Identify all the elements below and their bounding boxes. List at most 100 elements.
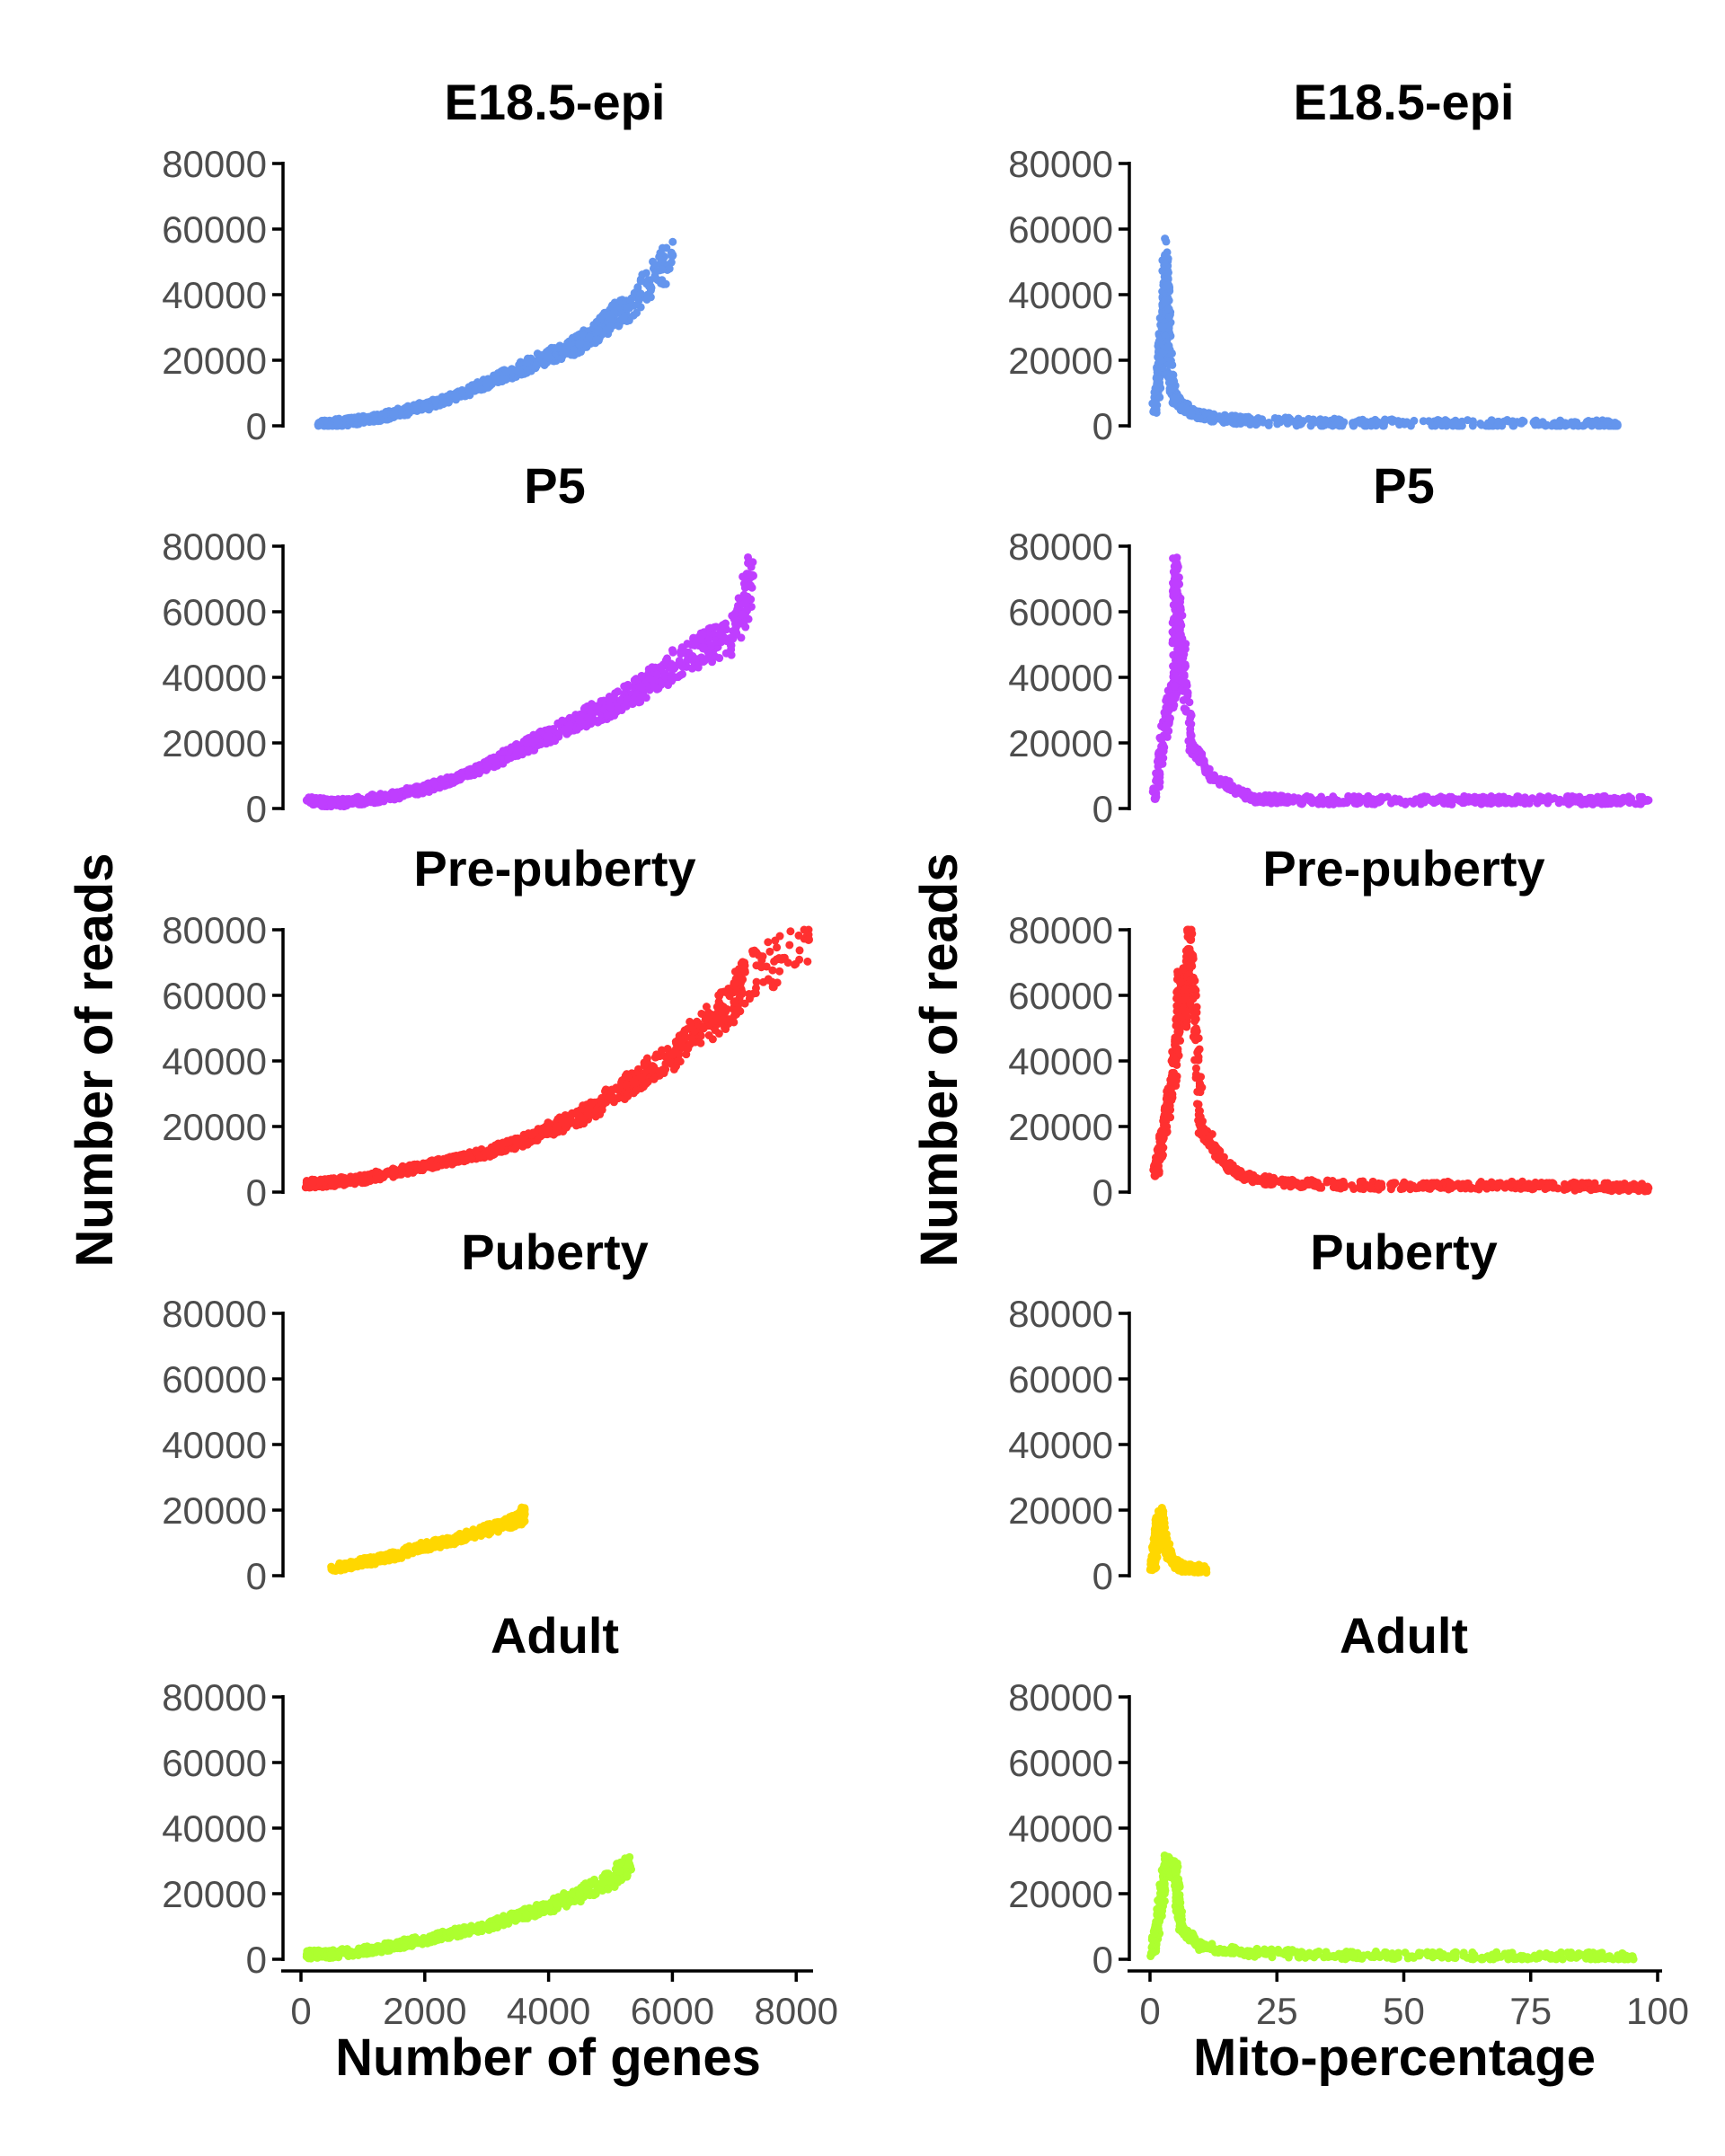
data-point — [389, 410, 399, 420]
data-point — [408, 1549, 417, 1558]
data-point — [367, 791, 376, 800]
data-point — [358, 1946, 367, 1956]
data-point — [1171, 394, 1181, 404]
data-point — [634, 296, 643, 305]
data-point — [1165, 372, 1175, 382]
data-point — [420, 784, 429, 794]
data-point — [594, 707, 603, 716]
data-point — [1224, 417, 1233, 426]
y-tick-label: 0 — [246, 405, 267, 447]
data-point — [751, 984, 760, 993]
data-point — [389, 1168, 399, 1178]
data-point — [622, 1080, 631, 1089]
data-point — [783, 959, 792, 968]
data-point — [313, 1948, 322, 1957]
data-point — [482, 1922, 491, 1931]
data-point — [1170, 681, 1179, 690]
data-point — [588, 1877, 597, 1886]
data-point — [1440, 417, 1449, 426]
y-tick-label: 60000 — [162, 591, 267, 633]
data-point — [429, 1162, 438, 1171]
data-point — [699, 658, 708, 667]
data-point — [678, 662, 687, 671]
data-point — [660, 672, 669, 681]
y-tick-label: 40000 — [162, 657, 267, 699]
data-point — [1450, 419, 1459, 429]
data-point — [775, 967, 784, 976]
data-point — [649, 257, 658, 266]
data-point — [522, 358, 531, 367]
data-point — [499, 1138, 508, 1147]
point-cloud — [314, 237, 677, 430]
data-point — [529, 1905, 538, 1914]
data-point — [431, 397, 440, 406]
data-point — [1181, 662, 1190, 671]
data-point — [775, 932, 784, 941]
data-point — [1538, 418, 1547, 427]
data-point — [698, 643, 708, 653]
data-point — [740, 999, 749, 1008]
data-point — [740, 599, 749, 608]
data-point — [544, 1902, 553, 1912]
point-cloud — [1148, 553, 1653, 808]
data-point — [1612, 420, 1622, 429]
data-point — [711, 1026, 720, 1035]
data-point — [622, 699, 631, 708]
data-point — [636, 1073, 646, 1082]
data-point — [557, 355, 566, 364]
data-point — [562, 1123, 571, 1132]
data-point — [575, 715, 585, 725]
data-point — [719, 620, 728, 629]
y-tick-label: 40000 — [162, 1807, 267, 1850]
point-cloud — [301, 925, 813, 1192]
data-point — [302, 795, 312, 805]
data-point — [451, 392, 461, 402]
data-point — [491, 757, 500, 766]
data-point — [637, 671, 646, 680]
data-point — [1161, 262, 1170, 271]
data-point — [434, 1929, 443, 1938]
data-point — [1503, 416, 1512, 425]
data-point — [1152, 776, 1161, 785]
data-point — [740, 583, 749, 592]
data-point — [748, 950, 757, 959]
data-point — [583, 1886, 592, 1895]
data-point — [630, 676, 639, 685]
data-point — [651, 1053, 660, 1062]
data-point — [719, 1015, 728, 1024]
y-tick-label: 40000 — [162, 1040, 267, 1082]
data-point — [336, 1173, 345, 1182]
data-point — [327, 1178, 337, 1188]
data-point — [1493, 421, 1502, 430]
y-tick-label: 80000 — [1008, 526, 1113, 568]
data-point — [778, 953, 787, 962]
y-tick-label: 80000 — [162, 526, 267, 568]
data-point — [513, 1515, 523, 1524]
data-point — [402, 784, 411, 793]
data-point — [1532, 416, 1541, 425]
data-point — [652, 670, 661, 679]
point-cloud — [1148, 234, 1622, 430]
data-point — [747, 595, 756, 604]
data-point — [623, 1871, 632, 1880]
y-tick-label: 20000 — [162, 1873, 267, 1915]
data-point — [677, 1037, 686, 1046]
data-point — [1247, 416, 1256, 426]
data-point — [1164, 313, 1173, 322]
data-point — [712, 1014, 721, 1023]
data-point — [785, 941, 794, 950]
data-point — [803, 957, 812, 966]
y-tick-label: 60000 — [162, 975, 267, 1017]
y-tick-label: 80000 — [162, 143, 267, 185]
data-point — [1162, 237, 1171, 246]
data-point — [640, 1061, 649, 1070]
data-point — [531, 737, 540, 746]
data-point — [1165, 384, 1174, 393]
data-point — [1164, 360, 1173, 369]
data-point — [707, 652, 716, 661]
data-point — [389, 1941, 399, 1951]
data-point — [740, 961, 749, 970]
